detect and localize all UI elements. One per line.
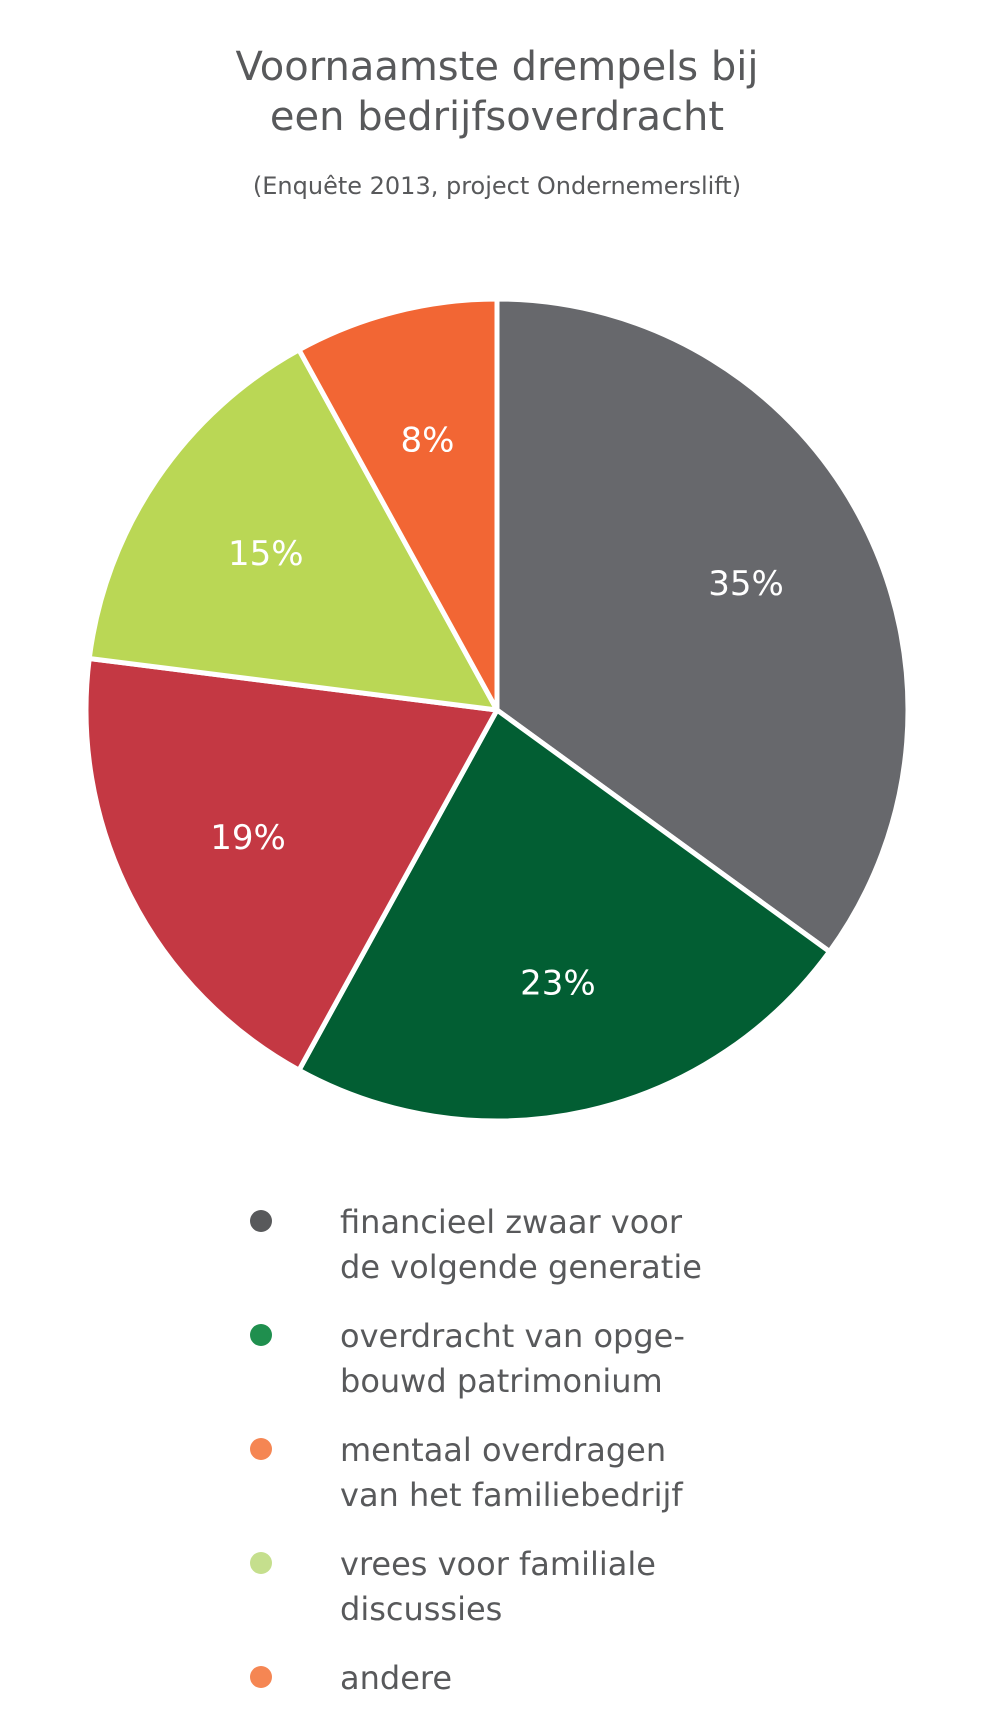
legend-label: financieel zwaar voor de volgende genera… <box>340 1203 702 1286</box>
legend-item-mental: mentaal overdragen van het familiebedrij… <box>250 1428 970 1542</box>
slice-label: 19% <box>210 818 286 858</box>
legend-dot-icon <box>250 1666 272 1688</box>
slice-label: 35% <box>708 564 784 604</box>
legend-label: mentaal overdragen van het familiebedrij… <box>340 1431 683 1514</box>
legend-dot-icon <box>250 1552 272 1574</box>
legend-label: andere <box>340 1659 453 1697</box>
legend-label: overdracht van opge- bouwd patrimonium <box>340 1317 685 1400</box>
legend-dot-icon <box>250 1324 272 1346</box>
legend-item-patrimony: overdracht van opge- bouwd patrimonium <box>250 1314 970 1428</box>
chart-subtitle: (Enquête 2013, project Ondernemerslift) <box>252 172 742 200</box>
legend-item-financial: financieel zwaar voor de volgende genera… <box>250 1200 970 1314</box>
slice-label: 23% <box>520 964 596 1004</box>
pie-slice <box>83 655 500 1073</box>
legend-item-discussions: vrees voor familiale discussies <box>250 1542 970 1656</box>
legend-dot-icon <box>250 1438 272 1460</box>
legend-item-other: andere <box>250 1656 970 1716</box>
legend-label: vrees voor familiale discussies <box>340 1545 656 1628</box>
pie-slice <box>86 347 500 713</box>
chart-title: Voornaamste drempels bij een bedrijfsove… <box>235 44 759 140</box>
legend: financieel zwaar voor de volgende genera… <box>250 1200 970 1716</box>
slice-label: 15% <box>228 534 304 574</box>
pie-slice <box>296 707 833 1124</box>
pie-slice <box>494 296 911 955</box>
pie-chart: 35% 23% 19% 15% 8% <box>83 296 911 1124</box>
slice-label: 8% <box>401 420 455 460</box>
pie-slice <box>296 296 500 713</box>
legend-dot-icon <box>250 1210 272 1232</box>
